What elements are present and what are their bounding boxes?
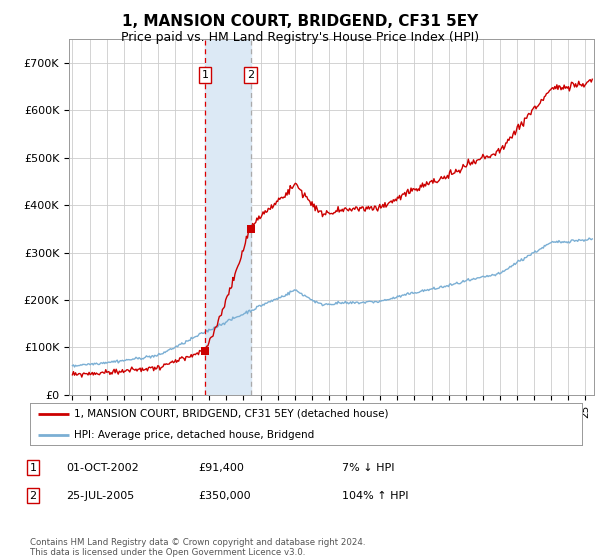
Text: 1, MANSION COURT, BRIDGEND, CF31 5EY: 1, MANSION COURT, BRIDGEND, CF31 5EY	[122, 14, 478, 29]
Text: 1, MANSION COURT, BRIDGEND, CF31 5EY (detached house): 1, MANSION COURT, BRIDGEND, CF31 5EY (de…	[74, 409, 389, 419]
Text: 2: 2	[29, 491, 37, 501]
Text: 7% ↓ HPI: 7% ↓ HPI	[342, 463, 395, 473]
Text: 01-OCT-2002: 01-OCT-2002	[66, 463, 139, 473]
Text: £91,400: £91,400	[198, 463, 244, 473]
Text: 25-JUL-2005: 25-JUL-2005	[66, 491, 134, 501]
Text: Price paid vs. HM Land Registry's House Price Index (HPI): Price paid vs. HM Land Registry's House …	[121, 31, 479, 44]
Text: Contains HM Land Registry data © Crown copyright and database right 2024.
This d: Contains HM Land Registry data © Crown c…	[30, 538, 365, 557]
Text: 2: 2	[247, 70, 254, 80]
Text: 104% ↑ HPI: 104% ↑ HPI	[342, 491, 409, 501]
Text: 1: 1	[202, 70, 208, 80]
Bar	[205, 39, 251, 395]
Text: 1: 1	[29, 463, 37, 473]
Text: HPI: Average price, detached house, Bridgend: HPI: Average price, detached house, Brid…	[74, 430, 314, 440]
Text: £350,000: £350,000	[198, 491, 251, 501]
